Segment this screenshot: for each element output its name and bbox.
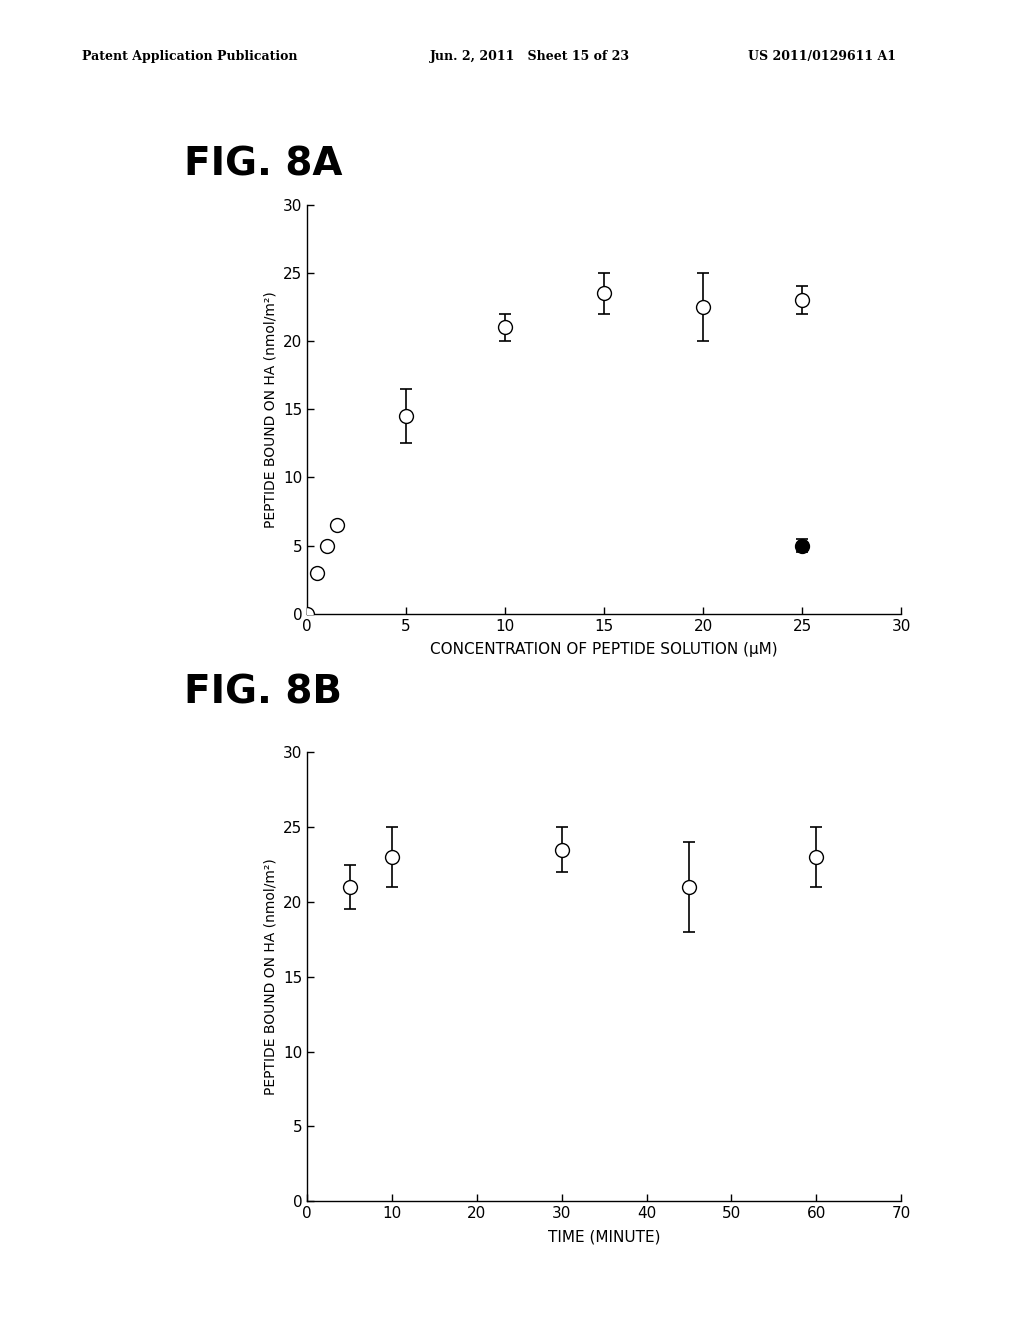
Text: Patent Application Publication: Patent Application Publication xyxy=(82,50,297,63)
X-axis label: TIME (MINUTE): TIME (MINUTE) xyxy=(548,1229,660,1245)
Text: FIG. 8B: FIG. 8B xyxy=(184,675,342,711)
Text: US 2011/0129611 A1: US 2011/0129611 A1 xyxy=(748,50,896,63)
Text: Jun. 2, 2011   Sheet 15 of 23: Jun. 2, 2011 Sheet 15 of 23 xyxy=(430,50,630,63)
X-axis label: CONCENTRATION OF PEPTIDE SOLUTION (μM): CONCENTRATION OF PEPTIDE SOLUTION (μM) xyxy=(430,642,778,657)
Y-axis label: PEPTIDE BOUND ON HA (nmol/m²): PEPTIDE BOUND ON HA (nmol/m²) xyxy=(263,290,278,528)
Y-axis label: PEPTIDE BOUND ON HA (nmol/m²): PEPTIDE BOUND ON HA (nmol/m²) xyxy=(263,858,278,1096)
Text: FIG. 8A: FIG. 8A xyxy=(184,147,343,183)
